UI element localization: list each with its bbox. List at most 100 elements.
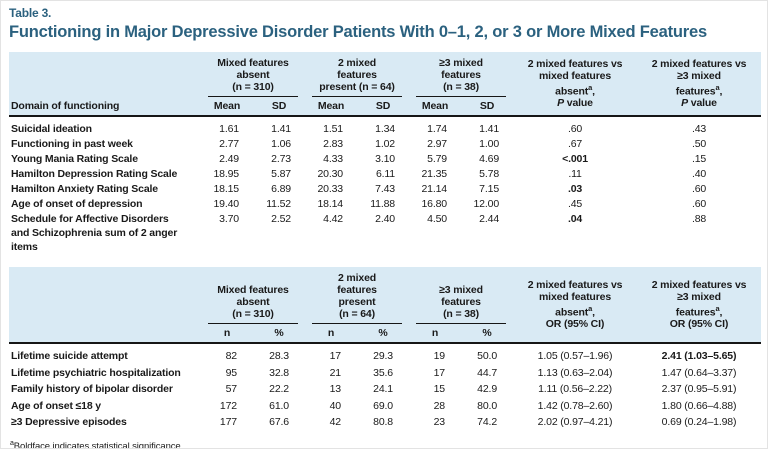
value-cell: 4.69 (479, 153, 500, 165)
stat-header-pvalue: P value (681, 97, 717, 110)
table1-pvalue-col1-header: 2 mixed features vs mixed features absen… (513, 52, 638, 117)
value-cell: 19.40 (213, 198, 239, 210)
mean-col-header: Mean (409, 97, 461, 117)
footnote-ref: a (588, 82, 593, 92)
table-row: ≥3 Depressive episodes 177 67.6 42 80.8 … (9, 414, 761, 431)
value-cell: 21.35 (421, 168, 447, 180)
or-cell: 1.13 (0.63–2.04) (537, 366, 613, 379)
value-cell: 6.11 (375, 168, 395, 180)
value-cell: 5.87 (271, 168, 291, 180)
value-cell: 21 (329, 366, 342, 379)
value-cell: 5.79 (427, 153, 447, 165)
percent-col-header: % (357, 324, 409, 344)
value-cell: 1.34 (375, 123, 395, 135)
value-cell: 1.74 (427, 123, 447, 135)
footnote: aBoldface indicates statistical signific… (10, 440, 759, 449)
page-title: Functioning in Major Depressive Disorder… (9, 23, 707, 41)
table-row: Young Mania Rating Scale 2.49 2.73 4.33 … (9, 151, 761, 166)
table-number-label: Table 3. (9, 6, 52, 20)
value-cell: 19 (433, 350, 446, 362)
row-label: Age of onset of depression (11, 198, 143, 210)
table-row: Lifetime suicide attempt 82 28.3 17 29.3… (9, 343, 761, 365)
value-cell: 11.88 (370, 198, 395, 210)
value-cell: 57 (225, 383, 238, 395)
value-cell: 11.52 (266, 198, 291, 210)
or-cell: 1.42 (0.78–2.60) (537, 399, 613, 412)
table1-group-3mixed: ≥3 mixed features (n = 38) (409, 52, 514, 97)
value-cell: 2.97 (427, 138, 447, 150)
stat-header-lines: 2 mixed features vs mixed features (527, 57, 623, 82)
stat-header-or: OR (95% CI) (669, 318, 729, 331)
stat-header-line3: absenta, (555, 82, 595, 98)
or-cell-significant: 2.41 (1.03–5.65) (661, 350, 737, 362)
value-cell: 4.42 (323, 213, 343, 225)
value-cell: 17 (433, 366, 446, 379)
stat-header-lines: 2 mixed features vs mixed features (527, 278, 623, 303)
value-cell: 69.0 (373, 399, 393, 412)
value-cell: 3.10 (375, 153, 395, 165)
value-cell: 2.77 (219, 138, 239, 150)
value-cell: 18.14 (317, 198, 343, 210)
table-row: Hamilton Depression Rating Scale 18.95 5… (9, 166, 761, 181)
value-cell: 1.00 (479, 138, 500, 150)
pvalue-cell-significant: .03 (567, 183, 583, 195)
footnote-ref: a (588, 303, 593, 313)
value-cell: 17 (329, 350, 342, 362)
value-cell: 23 (433, 416, 446, 428)
table-row: Age of onset ≤18 y 172 61.0 40 69.0 28 8… (9, 398, 761, 415)
table2-row-header (9, 267, 201, 344)
value-cell: 18.15 (213, 183, 239, 195)
table2-or-col1-header: 2 mixed features vs mixed features absen… (513, 267, 638, 344)
pvalue-cell-significant: <.001 (562, 153, 588, 165)
stat-header-line3: absenta, (555, 303, 595, 319)
table-row: Family history of bipolar disorder 57 22… (9, 381, 761, 398)
table1-row-header: Domain of functioning (9, 52, 201, 117)
row-label: Lifetime psychiatric hospitalization (11, 366, 181, 379)
value-cell: 18.95 (213, 168, 239, 180)
group-header-text: ≥3 mixed features (n = 38) (416, 279, 507, 324)
value-cell: 4.50 (427, 213, 447, 225)
stat-header-or: OR (95% CI) (545, 318, 605, 331)
value-cell: 29.3 (373, 350, 393, 362)
pvalue-cell: .11 (568, 168, 582, 180)
value-cell: 15 (433, 383, 446, 395)
or-cell: 1.11 (0.56–2.22) (538, 383, 612, 395)
or-cell: 1.05 (0.57–1.96) (537, 350, 613, 362)
pvalue-cell: .60 (691, 198, 707, 210)
stat-header-lines: 2 mixed features vs ≥3 mixed (651, 57, 747, 82)
value-cell: 12.00 (473, 198, 500, 210)
value-cell: 28 (433, 399, 446, 412)
mean-col-header: Mean (305, 97, 357, 117)
table-row: Hamilton Anxiety Rating Scale 18.15 6.89… (9, 181, 761, 196)
stat-header-lines: 2 mixed features vs ≥3 mixed (651, 278, 747, 303)
value-cell: 7.43 (375, 183, 395, 195)
table2-group-2mixed: 2 mixed features present (n = 64) (305, 267, 409, 324)
row-label: Age of onset ≤18 y (11, 399, 102, 412)
table2-header: Mixed features absent (n = 310) 2 mixed … (9, 267, 762, 344)
value-cell: 40 (329, 399, 342, 412)
value-cell: 35.6 (373, 366, 393, 379)
table2-or-col2-header: 2 mixed features vs ≥3 mixed featuresa, … (637, 267, 762, 344)
group-header-text: 2 mixed features present (n = 64) (312, 267, 402, 324)
value-cell: 21.14 (421, 183, 447, 195)
value-cell: 172 (219, 399, 237, 412)
pvalue-cell: .45 (567, 198, 583, 210)
value-cell: 74.2 (477, 416, 498, 428)
mean-col-header: Mean (201, 97, 253, 117)
value-cell: 2.83 (323, 138, 343, 150)
value-cell: 82 (225, 350, 238, 362)
value-cell: 44.7 (477, 366, 498, 379)
value-cell: 1.51 (323, 123, 343, 135)
sd-col-header: SD (461, 97, 514, 117)
value-cell: 20.33 (317, 183, 343, 195)
group-header-text: 2 mixed features present (n = 64) (312, 52, 402, 97)
n-col-header: n (305, 324, 357, 344)
row-label: ≥3 Depressive episodes (11, 416, 127, 428)
value-cell: 22.2 (269, 383, 289, 395)
value-cell: 1.06 (271, 138, 291, 150)
table1-group-absent: Mixed features absent (n = 310) (201, 52, 305, 97)
table1-pvalue-col2-header: 2 mixed features vs ≥3 mixed featuresa, … (637, 52, 762, 117)
n-col-header: n (201, 324, 253, 344)
value-cell: 80.0 (477, 399, 498, 412)
sd-col-header: SD (253, 97, 305, 117)
